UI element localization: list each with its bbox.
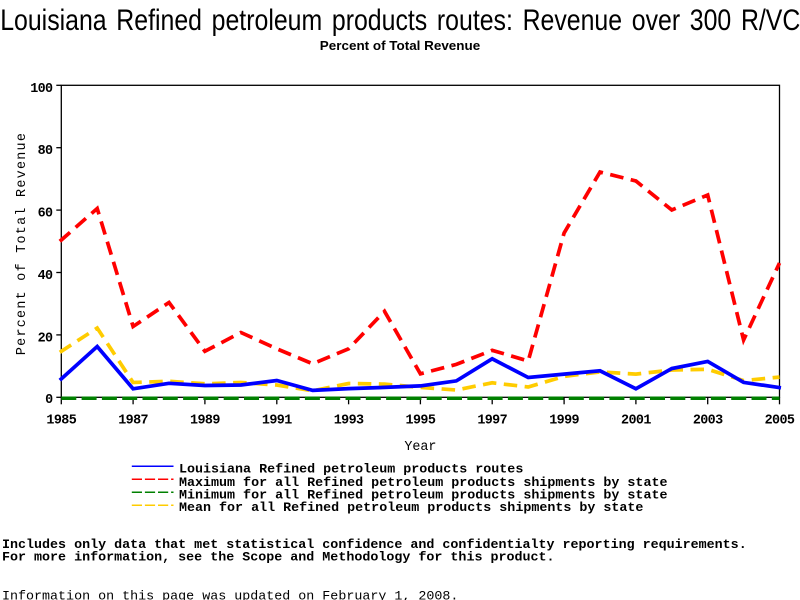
svg-text:Mean for all Refined petroleum: Mean for all Refined petroleum products … (179, 501, 643, 516)
svg-text:1999: 1999 (549, 413, 579, 428)
svg-text:1989: 1989 (190, 413, 220, 428)
svg-text:80: 80 (38, 144, 53, 159)
svg-text:Information on this page was u: Information on this page was updated on … (2, 590, 458, 600)
svg-text:0: 0 (45, 393, 53, 408)
svg-text:100: 100 (30, 82, 53, 97)
svg-text:40: 40 (38, 269, 53, 284)
svg-text:Percent of Total Revenue: Percent of Total Revenue (320, 38, 480, 53)
svg-text:20: 20 (38, 331, 53, 346)
svg-text:Percent of Total Revenue: Percent of Total Revenue (15, 132, 30, 355)
svg-text:Maximum for all Refined petrol: Maximum for all Refined petroleum produc… (179, 476, 667, 491)
svg-text:Minimum for all Refined petrol: Minimum for all Refined petroleum produc… (179, 489, 667, 504)
svg-text:1995: 1995 (406, 413, 436, 428)
svg-text:1993: 1993 (334, 413, 364, 428)
svg-text:60: 60 (38, 207, 53, 222)
svg-text:1985: 1985 (46, 413, 76, 428)
svg-text:1997: 1997 (477, 413, 507, 428)
svg-text:2005: 2005 (765, 413, 795, 428)
svg-text:Includes only data that met st: Includes only data that met statistical … (2, 538, 747, 553)
svg-text:2003: 2003 (693, 413, 723, 428)
svg-text:1987: 1987 (118, 413, 148, 428)
svg-text:1991: 1991 (262, 413, 292, 428)
svg-text:Louisiana Refined petroleum pr: Louisiana Refined petroleum products rou… (179, 462, 523, 477)
svg-text:Louisiana Refined petroleum pr: Louisiana Refined petroleum products rou… (0, 3, 800, 37)
svg-text:Year: Year (404, 440, 436, 455)
svg-text:2001: 2001 (621, 413, 651, 428)
svg-text:For more information, see the: For more information, see the Scope and … (2, 550, 555, 565)
